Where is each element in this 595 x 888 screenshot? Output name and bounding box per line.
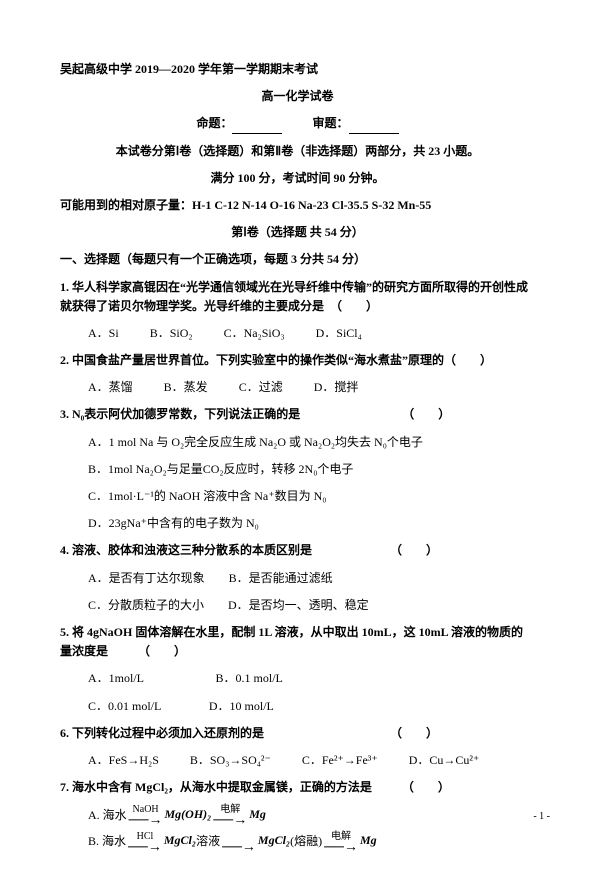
q6-opt-d: D．Cu→Cu²⁺ (409, 751, 480, 770)
rxn-b-mid1suffix: 溶液 (196, 832, 220, 849)
name-review-row: 命题： 审题： (60, 114, 535, 133)
review-label: 审题： (313, 116, 349, 130)
arrow-icon: ──→ (213, 815, 247, 823)
q3-num: 3. (60, 407, 69, 421)
q3-opt-b: B．1mol Na₂O₂与足量CO₂反应时，转移 2N₀个电子 (60, 460, 535, 479)
q2-num: 2. (60, 353, 69, 367)
q3-opt-c: C．1mol·L⁻¹的 NaOH 溶液中含 Na⁺数目为 N₀ (60, 487, 535, 506)
score-line: 满分 100 分，考试时间 90 分钟。 (60, 169, 535, 188)
q1-text: 1. 华人科学家高锟因在“光学通信领域光在光导纤维中传输”的研究方面所取得的开创… (60, 278, 535, 316)
rxn-a-end: Mg (249, 807, 266, 822)
arrow-icon: ──→ (324, 842, 358, 850)
q5-opt-ab: A．1mol/L B．0.1 mol/L (60, 669, 535, 688)
q4-num: 4. (60, 543, 69, 557)
q5-num: 5. (60, 625, 69, 639)
q4-opt-ab: A．是否有丁达尔现象 B．是否能通过滤纸 (60, 569, 535, 588)
q2-opt-a: A．蒸馏 (88, 378, 133, 397)
q2-options: A．蒸馏 B．蒸发 C．过滤 D．搅拌 (60, 378, 535, 397)
q2-opt-b: B．蒸发 (164, 378, 208, 397)
q4-body: 溶液、胶体和浊液这三种分散系的本质区别是 （ ） (72, 543, 438, 557)
q3-text: 3. N₀表示阿伏加德罗常数，下列说法正确的是 （ ） (60, 405, 535, 424)
q6-options: A．FeS→H₂S B．SO₃→SO₄²⁻ C．Fe²⁺→Fe³⁺ D．Cu→C… (60, 751, 535, 770)
q6-text: 6. 下列转化过程中必须加入还原剂的是 （ ） (60, 724, 535, 743)
q2-body: 中国食盐产量居世界首位。下列实验室中的操作类似“海水煮盐”原理的（ ） (72, 353, 492, 367)
rxn-b-arrow2: ──→ (222, 832, 256, 850)
section-title: 一、选择题（每题只有一个正确选项，每题 3 分共 54 分） (60, 250, 535, 269)
q6-opt-c: C．Fe²⁺→Fe³⁺ (302, 751, 378, 770)
q7-body: 海水中含有 MgCl₂，从海水中提取金属镁，正确的方法是 （ ） (72, 780, 450, 794)
q5-body: 将 4gNaOH 固体溶解在水里，配制 1L 溶液，从中取出 10mL，这 10… (60, 625, 523, 658)
q6-opt-a: A．FeS→H₂S (88, 751, 159, 770)
review-blank (349, 121, 399, 134)
name-label: 命题： (196, 116, 232, 130)
arrow-icon: ──→ (222, 842, 256, 850)
rxn-a-label: A. 海水 (88, 806, 127, 823)
q7-text: 7. 海水中含有 MgCl₂，从海水中提取金属镁，正确的方法是 （ ） (60, 778, 535, 797)
q6-opt-b: B．SO₃→SO₄²⁻ (190, 751, 271, 770)
q1-num: 1. (60, 280, 69, 294)
q1-opt-a: A．Si (88, 324, 119, 343)
q1-opt-c: C．Na₂SiO₃ (224, 324, 285, 343)
rxn-b-arrow1: HCl ──→ (128, 832, 162, 850)
name-blank (232, 121, 282, 134)
rxn-b-mid1: MgCl₂ (164, 833, 196, 848)
rxn-b-arrow3: 电解 ──→ (324, 832, 358, 850)
reaction-b: B. 海水 HCl ──→ MgCl₂ 溶液 ──→ MgCl₂ (熔融) 电解… (60, 832, 535, 850)
structure-line: 本试卷分第Ⅰ卷（选择题）和第Ⅱ卷（非选择题）两部分，共 23 小题。 (60, 142, 535, 161)
q6-body: 下列转化过程中必须加入还原剂的是 （ ） (72, 726, 438, 740)
q3-body: N₀表示阿伏加德罗常数，下列说法正确的是 （ ） (72, 407, 450, 421)
q1-options: A．Si B．SiO₂ C．Na₂SiO₃ D．SiCl₄ (60, 324, 535, 343)
exam-page: 吴起高级中学 2019—2020 学年第一学期期末考试 高一化学试卷 命题： 审… (0, 0, 595, 888)
q5-text: 5. 将 4gNaOH 固体溶解在水里，配制 1L 溶液，从中取出 10mL，这… (60, 623, 535, 661)
q2-opt-c: C．过滤 (239, 378, 283, 397)
q6-num: 6. (60, 726, 69, 740)
rxn-a-mid1: Mg(OH)₂ (165, 807, 212, 822)
page-number: - 1 - (533, 811, 550, 822)
rxn-a-arrow1: NaOH ──→ (129, 805, 163, 823)
q1-opt-b: B．SiO₂ (150, 324, 193, 343)
rxn-b-mid2: MgCl₂ (258, 833, 290, 848)
q1-opt-d: D．SiCl₄ (316, 324, 362, 343)
rxn-b-mid2suffix: (熔融) (290, 832, 322, 849)
reaction-a: A. 海水 NaOH ──→ Mg(OH)₂ 电解 ──→ Mg (60, 805, 535, 823)
rxn-b-label: B. 海水 (88, 832, 126, 849)
q5-opt-cd: C．0.01 mol/L D．10 mol/L (60, 697, 535, 716)
q2-text: 2. 中国食盐产量居世界首位。下列实验室中的操作类似“海水煮盐”原理的（ ） (60, 351, 535, 370)
q7-num: 7. (60, 780, 69, 794)
q3-opt-d: D．23gNa⁺中含有的电子数为 N₀ (60, 514, 535, 533)
arrow-icon: ──→ (128, 842, 162, 850)
atomic-masses: 可能用到的相对原子量：H-1 C-12 N-14 O-16 Na-23 Cl-3… (60, 196, 535, 215)
rxn-b-end: Mg (360, 833, 377, 848)
q4-text: 4. 溶液、胶体和浊液这三种分散系的本质区别是 （ ） (60, 541, 535, 560)
rxn-a-arrow2: 电解 ──→ (213, 805, 247, 823)
q2-opt-d: D．搅拌 (314, 378, 359, 397)
q3-opt-a: A．1 mol Na 与 O₂完全反应生成 Na₂O 或 Na₂O₂均失去 N₀… (60, 433, 535, 452)
arrow-icon: ──→ (129, 815, 163, 823)
q1-body: 华人科学家高锟因在“光学通信领域光在光导纤维中传输”的研究方面所取得的开创性成就… (60, 280, 528, 313)
q4-opt-cd: C．分散质粒子的大小 D．是否均一、透明、稳定 (60, 596, 535, 615)
paper-title: 高一化学试卷 (60, 87, 535, 106)
school-title: 吴起高级中学 2019—2020 学年第一学期期末考试 (60, 60, 535, 79)
part1-title: 第Ⅰ卷（选择题 共 54 分） (60, 223, 535, 242)
